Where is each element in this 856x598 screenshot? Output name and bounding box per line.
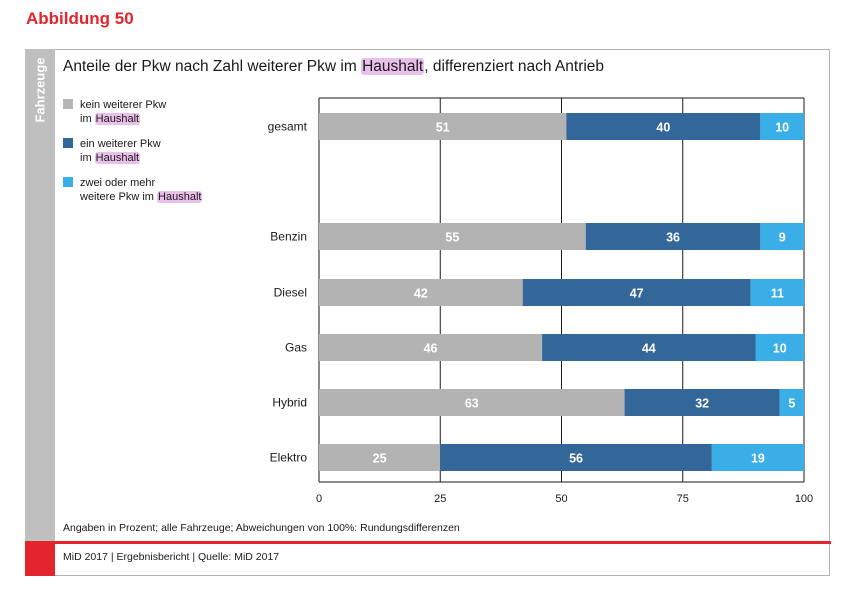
legend-label-pre: im	[80, 113, 95, 125]
category-label: gesamt	[268, 120, 308, 134]
x-tick-label: 25	[434, 493, 446, 505]
legend-label-highlight: Haushalt	[157, 191, 203, 203]
bar-segment	[585, 223, 761, 250]
bar-segment	[760, 113, 804, 140]
data-label: 42	[414, 287, 428, 301]
data-label: 19	[751, 452, 765, 466]
data-label: 10	[773, 342, 787, 356]
figure-label: Abbildung 50	[26, 9, 134, 28]
legend-label-line2: weitere Pkw im Haushalt	[80, 190, 203, 204]
data-label: 44	[642, 342, 656, 356]
legend-item-two-plus: zwei oder mehr weitere Pkw im Haushalt	[63, 176, 203, 204]
footer-rule	[25, 541, 831, 544]
data-label: 25	[373, 452, 387, 466]
bar-segment	[760, 223, 804, 250]
legend-swatch-none	[63, 99, 73, 109]
data-label: 9	[779, 231, 786, 245]
category-label: Diesel	[274, 286, 307, 300]
chart-note: Angaben in Prozent; alle Fahrzeuge; Abwe…	[63, 522, 460, 534]
bar-segment	[319, 334, 543, 361]
x-tick-label: 0	[316, 493, 322, 505]
legend-item-none: kein weiterer Pkw im Haushalt	[63, 98, 202, 126]
legend-label-pre: im	[80, 152, 95, 164]
x-tick-label: 75	[677, 493, 689, 505]
bar-segment	[319, 279, 523, 306]
bar-segment	[624, 389, 780, 416]
side-strip	[25, 49, 55, 542]
data-label: 10	[775, 121, 789, 135]
data-label: 56	[569, 452, 583, 466]
category-label: Hybrid	[272, 396, 307, 410]
legend-label-line1: zwei oder mehr	[80, 177, 156, 189]
legend-label-line2: im Haushalt	[80, 151, 202, 165]
x-tick-label: 50	[555, 493, 567, 505]
data-label: 55	[445, 231, 459, 245]
bar-segment	[779, 389, 804, 416]
legend-swatch-two-plus	[63, 177, 73, 187]
bar-segment	[319, 223, 586, 250]
data-label: 11	[771, 287, 784, 301]
data-label: 51	[436, 121, 450, 135]
legend-item-one: ein weiterer Pkw im Haushalt	[63, 137, 202, 165]
data-label: 47	[630, 287, 644, 301]
bar-segment	[542, 334, 756, 361]
chart-title-highlight: Haushalt	[361, 58, 425, 75]
bar-segment	[522, 279, 751, 306]
legend-label-line1: ein weiterer Pkw	[80, 138, 161, 150]
data-label: 63	[465, 397, 479, 411]
bar-segment	[566, 113, 761, 140]
legend-label-highlight: Haushalt	[94, 152, 141, 164]
bar-segment	[319, 389, 625, 416]
x-tick-label: 100	[795, 493, 813, 505]
category-label: Benzin	[270, 230, 307, 244]
legend-label-highlight: Haushalt	[94, 113, 141, 125]
data-label: 32	[695, 397, 709, 411]
bar-segment	[750, 279, 804, 306]
legend-label-line2: im Haushalt	[80, 112, 202, 126]
category-label: Gas	[285, 341, 307, 355]
data-label: 36	[666, 231, 680, 245]
legend-label-pre: weitere Pkw im	[80, 191, 158, 203]
data-label: 40	[656, 121, 670, 135]
chart-title-suffix: , differenziert nach Antrieb	[424, 58, 605, 75]
legend-label-line1: kein weiterer Pkw	[80, 99, 167, 111]
category-label: Elektro	[270, 451, 308, 465]
bar-segment	[711, 444, 804, 471]
bar-segment	[755, 334, 804, 361]
legend-swatch-one	[63, 138, 73, 148]
chart-title: Anteile der Pkw nach Zahl weiterer Pkw i…	[63, 58, 604, 76]
source-footer: MiD 2017 | Ergebnisbericht | Quelle: MiD…	[63, 551, 280, 563]
legend: kein weiterer Pkw im Haushalt ein weiter…	[63, 98, 203, 215]
bar-segment	[440, 444, 712, 471]
bar-segment	[319, 444, 441, 471]
data-label: 5	[788, 397, 795, 411]
bar-segment	[319, 113, 567, 140]
data-label: 46	[424, 342, 438, 356]
footer-accent-block	[25, 541, 55, 576]
chart-title-text: Anteile der Pkw nach Zahl weiterer Pkw i…	[63, 58, 362, 75]
